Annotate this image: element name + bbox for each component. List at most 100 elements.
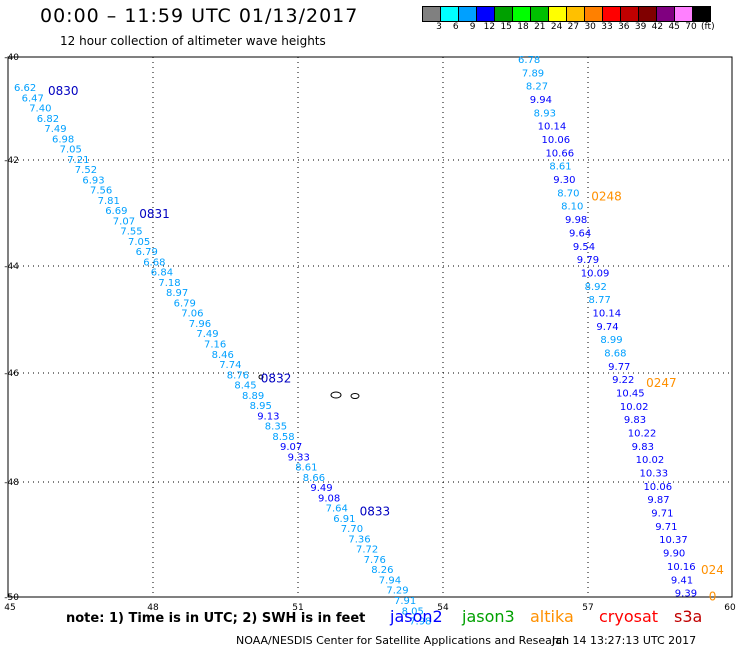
wave-height-value: 7.81	[98, 196, 120, 207]
x-tick-label: 60	[724, 603, 736, 613]
wave-height-value: 9.87	[647, 495, 669, 506]
legend-label: 42	[651, 22, 664, 32]
legend-label: 30	[584, 22, 596, 32]
x-tick-label: 45	[4, 603, 15, 613]
map-title: 00:00 – 11:59 UTC 01/13/2017	[40, 5, 359, 27]
wave-height-value: 9.90	[663, 549, 685, 560]
wave-height-value: 8.61	[549, 162, 571, 173]
wave-height-value: 9.94	[530, 95, 552, 106]
x-tick-label: 48	[147, 603, 159, 613]
wave-height-value: 6.79	[136, 247, 158, 258]
legend-label: 18	[517, 22, 529, 32]
legend-label: 6	[452, 22, 459, 32]
wave-height-value: 8.93	[534, 108, 556, 119]
map-subtitle: 12 hour collection of altimeter wave hei…	[60, 34, 326, 48]
legend-swatch	[692, 6, 711, 22]
legend-label: 3	[436, 22, 442, 32]
wave-height-value: 8.92	[585, 282, 607, 293]
wave-height-value: 7.49	[196, 329, 218, 340]
wave-height-value: 7.18	[158, 278, 180, 289]
wave-height-value: 6.82	[37, 114, 59, 125]
wave-height-value: 7.56	[90, 186, 112, 197]
wave-height-value: 10.06	[643, 482, 672, 493]
legend-label: 45	[668, 22, 680, 32]
wave-height-value: 10.66	[545, 148, 574, 159]
wave-height-value: 10.33	[640, 469, 669, 480]
wave-height-value: 9.83	[624, 415, 646, 426]
legend-label: (ft)	[701, 22, 715, 32]
legend-label: 39	[634, 22, 647, 32]
wave-height-value: 9.41	[671, 575, 693, 586]
wave-height-value: 9.98	[565, 215, 587, 226]
wave-height-value: 10.16	[667, 562, 696, 573]
wave-height-value: 8.27	[526, 82, 548, 93]
pass-time-label: 0248	[591, 189, 622, 203]
wave-height-value: 9.30	[553, 175, 575, 186]
wave-height-value: 7.72	[356, 545, 378, 556]
wave-height-value: 6.62	[14, 83, 36, 94]
wave-height-value: 7.64	[326, 504, 348, 515]
x-tick-label: 54	[437, 603, 449, 613]
wave-height-value: 7.05	[128, 237, 150, 248]
y-tick-label: -48	[4, 478, 19, 488]
wave-height-value: 6.69	[105, 206, 127, 217]
island-outline	[330, 391, 342, 399]
wave-height-value: 8.45	[234, 381, 256, 392]
map-frame	[7, 56, 733, 598]
wave-height-value: 7.91	[394, 596, 416, 607]
wave-height-value: 10.09	[581, 268, 610, 279]
wave-height-value: 10.14	[592, 308, 621, 319]
wave-height-value: 9.49	[310, 483, 332, 494]
wave-height-value: 6.47	[22, 93, 44, 104]
wave-height-value: 7.21	[67, 155, 89, 166]
pass-time-label: 0247	[646, 376, 677, 390]
y-tick-label: -46	[4, 369, 19, 379]
wave-height-value: 8.76	[227, 370, 249, 381]
wave-height-value: 9.64	[569, 228, 591, 239]
wave-height-value: 8.46	[212, 350, 234, 361]
source-credit: NOAA/NESDIS Center for Satellite Applica…	[236, 634, 570, 647]
legend-label: 15	[500, 22, 512, 32]
island-outline	[258, 374, 264, 380]
wave-height-value: 9.08	[318, 493, 340, 504]
legend-label: 24	[550, 22, 563, 32]
wave-height-value: 9.74	[596, 322, 618, 333]
wave-height-value: 8.05	[402, 606, 424, 617]
wave-height-value: 9.22	[612, 375, 634, 386]
wave-height-value: 7.70	[341, 524, 363, 535]
wave-height-value: 7.06	[181, 309, 203, 320]
units-note: note: 1) Time is in UTC; 2) SWH is in fe…	[66, 611, 366, 626]
satellite-cryosat: cryosat	[599, 607, 659, 626]
pass-time-label: 0	[709, 590, 717, 604]
wave-height-value: 10.06	[542, 135, 571, 146]
legend-label: 27	[567, 22, 580, 32]
wave-height-value: 9.79	[577, 255, 599, 266]
wave-height-value: 10.37	[659, 535, 688, 546]
wave-height-value: 7.55	[120, 227, 142, 238]
wave-height-value: 7.49	[44, 124, 66, 135]
wave-height-value: 8.89	[242, 391, 264, 402]
wave-height-value: 6.68	[143, 257, 165, 268]
y-tick-label: -42	[4, 156, 19, 166]
wave-height-value: 7.76	[364, 555, 386, 566]
y-tick-label: -40	[4, 53, 19, 63]
legend-label: 9	[469, 22, 476, 32]
pass-time-label: 024	[701, 563, 724, 577]
wave-height-value: 6.79	[174, 298, 196, 309]
wave-height-value: 8.99	[600, 335, 622, 346]
wave-height-value: 9.54	[573, 242, 595, 253]
wave-height-value: 9.71	[651, 509, 673, 520]
pass-time-label: 0831	[139, 207, 170, 221]
wave-height-value: 6.84	[151, 268, 173, 279]
wave-height-value: 8.58	[272, 432, 294, 443]
wave-height-value: 10.45	[616, 389, 645, 400]
y-tick-label: -50	[4, 593, 19, 603]
color-scale-legend	[422, 6, 711, 22]
wave-height-value: 8.95	[250, 401, 272, 412]
pass-time-label: 0832	[261, 371, 292, 385]
wave-height-value: 6.98	[52, 134, 74, 145]
y-tick-label: -44	[4, 262, 19, 272]
legend-label: 36	[618, 22, 630, 32]
wave-height-value: 9.13	[257, 411, 279, 422]
